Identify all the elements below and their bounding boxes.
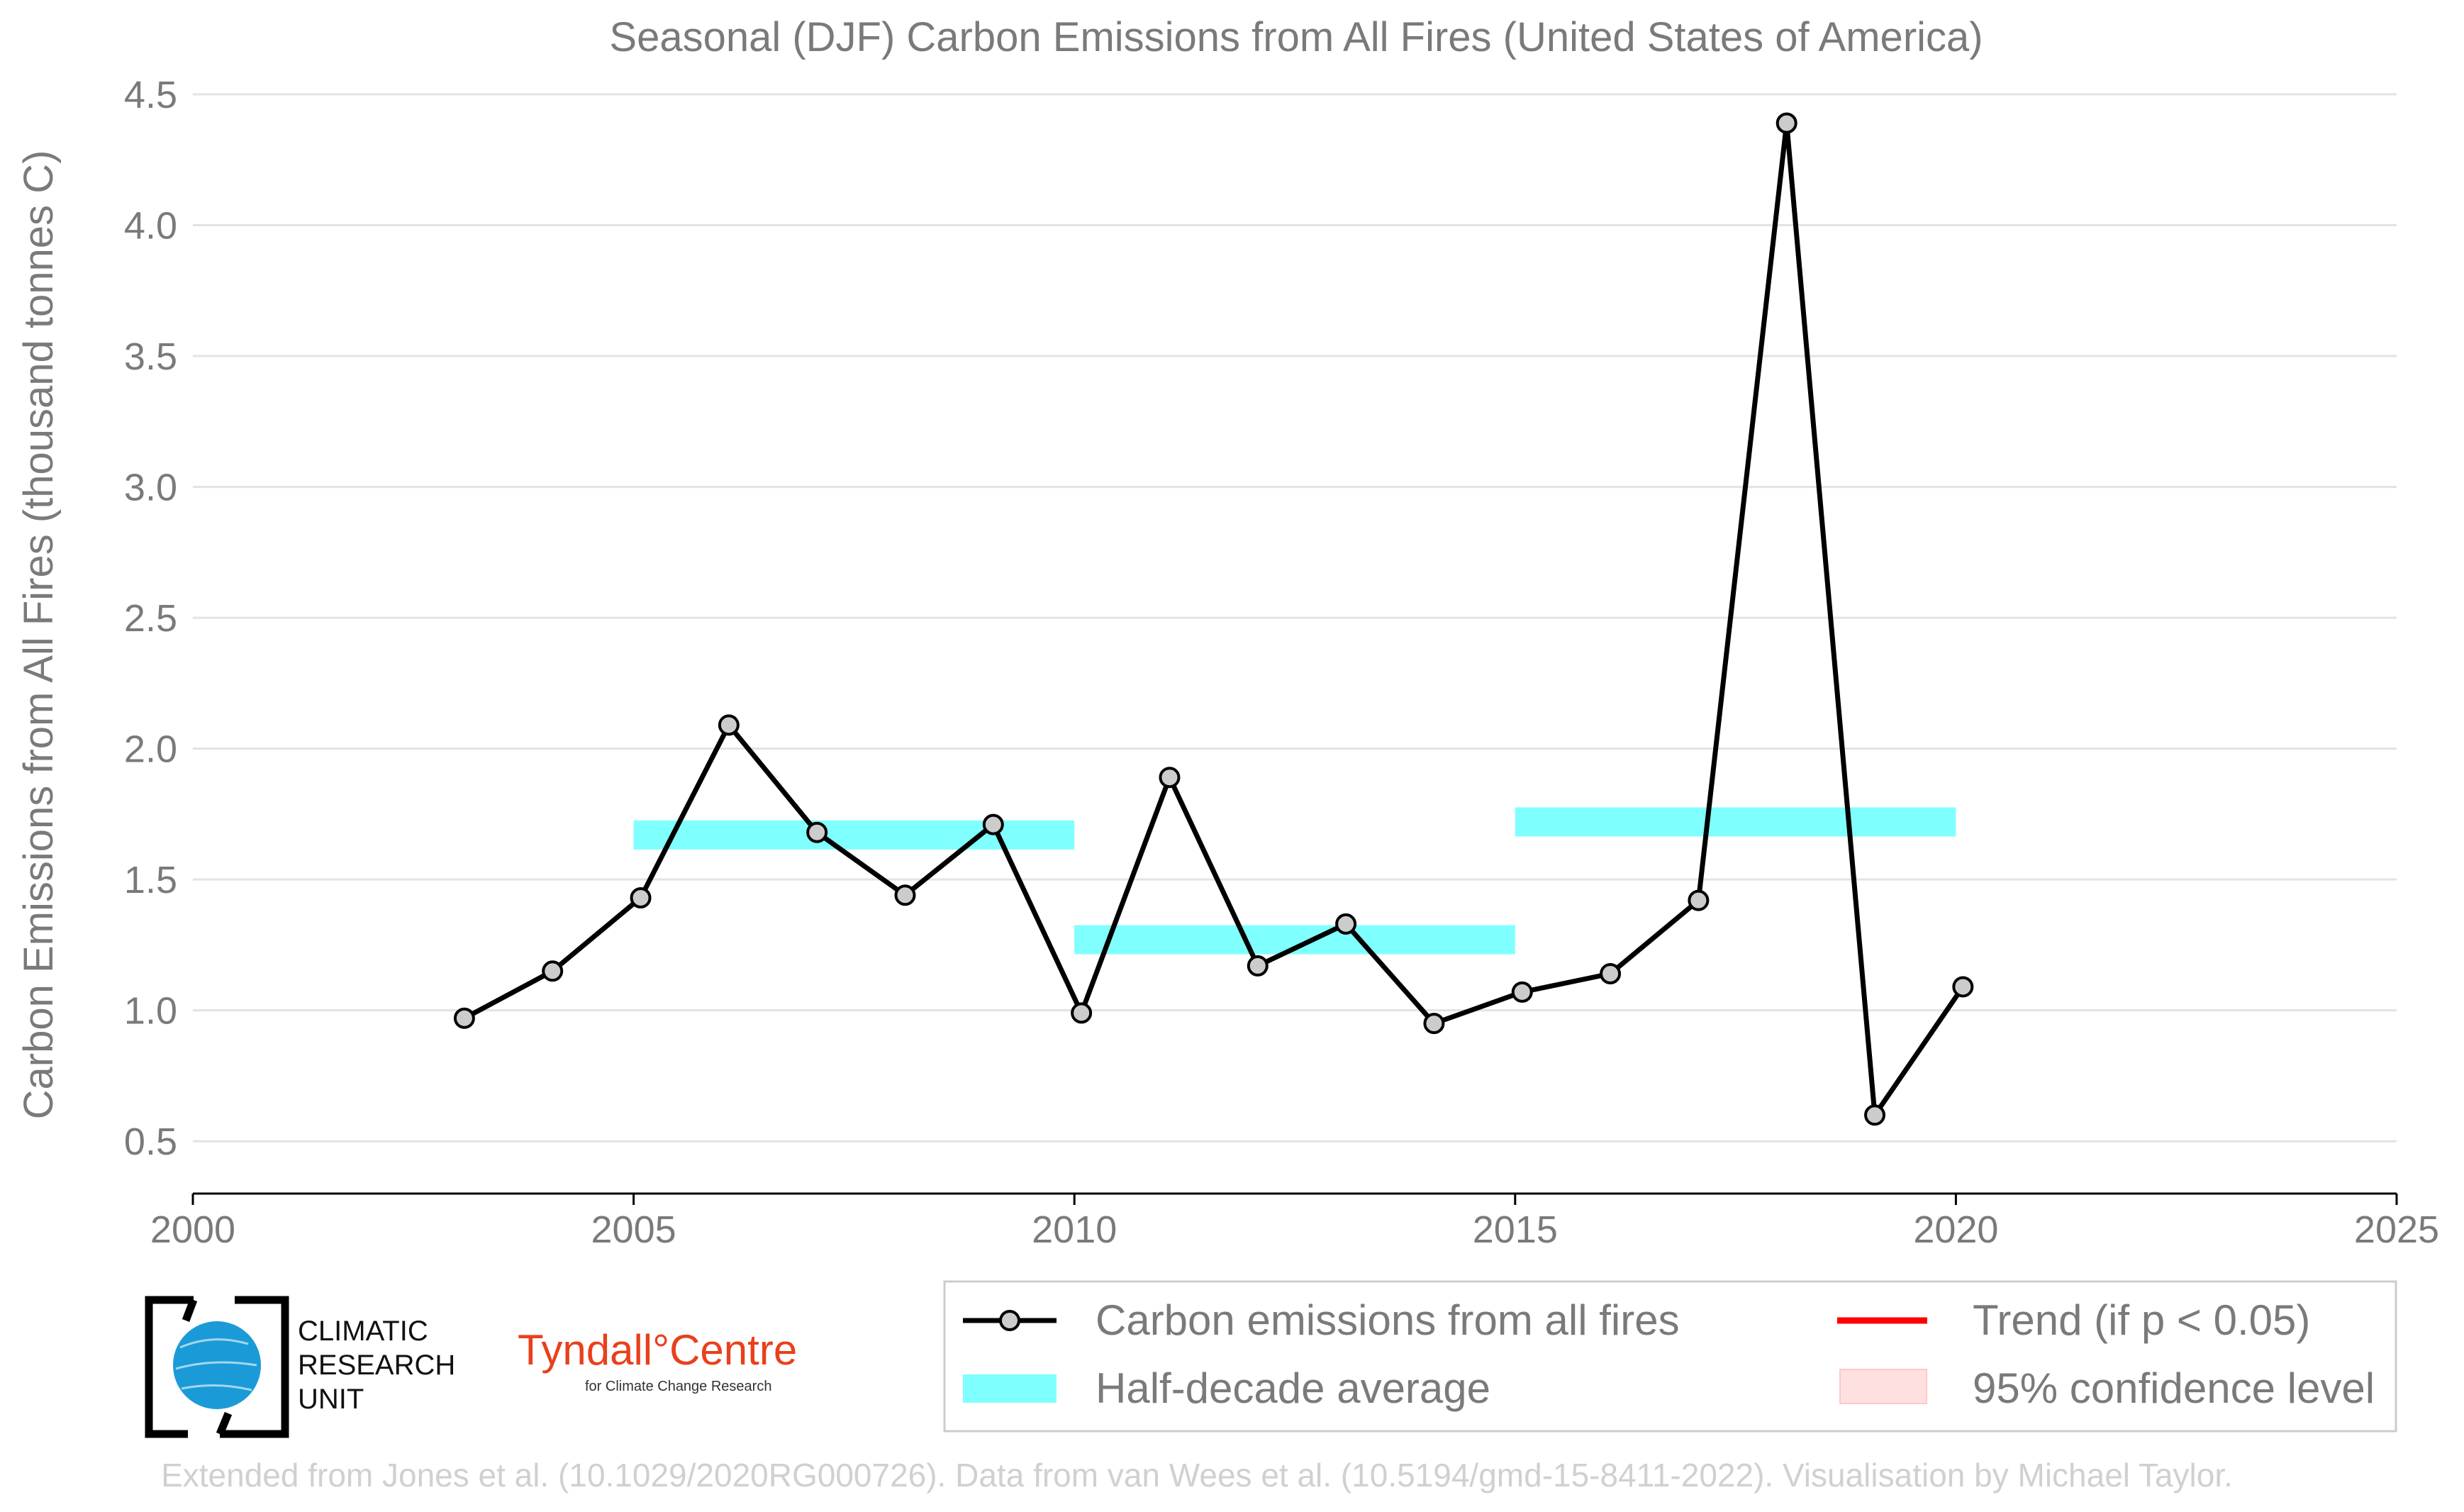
data-point <box>1688 889 1710 911</box>
legend-label-trend: Trend (if p < 0.05) <box>1973 1296 2310 1344</box>
legend-confidence-swatch <box>1839 1369 1927 1404</box>
axes: 0.5 1.0 1.5 2.0 2.5 3.0 3.5 4.0 4.5 2000 2005 2010 2… <box>124 74 2439 1251</box>
data-point <box>453 1007 475 1029</box>
data-point <box>806 821 828 843</box>
globe-icon-contours <box>175 1338 257 1391</box>
cru-logo-line-2: RESEARCH <box>298 1350 455 1381</box>
legend-label-confidence: 95% confidence level <box>1973 1364 2375 1412</box>
x-tick-label: 2010 <box>1032 1208 1117 1251</box>
y-tick-label: 2.0 <box>124 728 177 771</box>
half-decade-bands <box>633 807 1956 955</box>
legend: Carbon emissions from all fires Trend (i… <box>943 1280 2397 1433</box>
tyndall-logo-subtitle: for Climate Change Research <box>585 1379 771 1394</box>
cru-logo: CLIMATIC RESEARCH UNIT <box>145 1296 455 1438</box>
half-decade-band <box>1515 807 1956 837</box>
data-point <box>718 714 740 736</box>
data-point <box>894 884 916 906</box>
tyndall-logo-text: Tyndall°Centre <box>518 1326 797 1374</box>
data-point <box>1511 981 1533 1003</box>
legend-label-half-decade: Half-decade average <box>1096 1364 1490 1412</box>
x-tick-label: 2025 <box>2354 1208 2439 1251</box>
y-axis-label: Carbon Emissions from All Fires (thousan… <box>16 150 62 1120</box>
y-tick-label: 0.5 <box>124 1121 177 1163</box>
y-tick-label: 4.5 <box>124 74 177 116</box>
legend-marker-swatch <box>999 1310 1020 1331</box>
legend-frame <box>943 1280 2397 1433</box>
legend-label-emissions: Carbon emissions from all fires <box>1096 1296 1680 1344</box>
gridlines <box>193 93 2397 1143</box>
x-tick-label: 2000 <box>150 1208 235 1251</box>
cru-logo-line-1: CLIMATIC <box>298 1316 428 1347</box>
y-tick-label: 3.0 <box>124 467 177 509</box>
y-tick-label: 1.5 <box>124 859 177 901</box>
x-tick-label: 2005 <box>591 1208 676 1251</box>
x-tick-label: 2020 <box>1913 1208 1998 1251</box>
y-tick-label: 4.0 <box>124 205 177 248</box>
x-tick-label: 2015 <box>1473 1208 1558 1251</box>
cru-logo-line-3: UNIT <box>298 1384 364 1415</box>
data-point <box>1423 1013 1445 1035</box>
y-tick-label: 3.5 <box>124 335 177 378</box>
credit-line: Extended from Jones et al. (10.1029/2020… <box>161 1457 2233 1494</box>
data-point <box>1247 955 1269 977</box>
series-layer <box>453 112 1974 1126</box>
data-point <box>1335 913 1357 935</box>
data-point <box>1159 767 1181 789</box>
data-point <box>982 813 1004 835</box>
legend-band-swatch <box>963 1374 1057 1403</box>
data-point <box>630 886 652 908</box>
data-point <box>1775 112 1797 134</box>
data-point <box>1071 1002 1093 1024</box>
data-point <box>542 960 564 982</box>
series-line <box>463 121 1966 1118</box>
y-tick-label: 2.5 <box>124 597 177 640</box>
chart-title: Seasonal (DJF) Carbon Emissions from All… <box>609 14 1983 60</box>
tyndall-logo: Tyndall°Centre for Climate Change Resear… <box>518 1326 797 1394</box>
half-decade-band <box>633 820 1075 850</box>
y-tick-label: 1.0 <box>124 990 177 1033</box>
data-point <box>1864 1104 1886 1126</box>
data-point <box>1600 963 1622 984</box>
data-point <box>1952 976 1974 998</box>
cru-logo-frame <box>145 1296 289 1438</box>
